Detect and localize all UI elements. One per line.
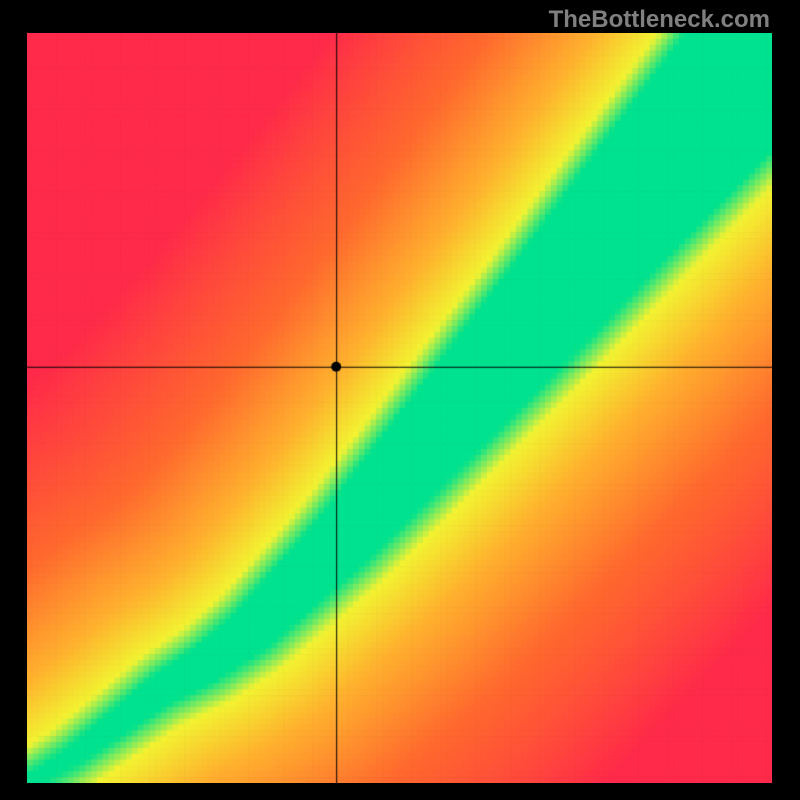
watermark-text: TheBottleneck.com (549, 6, 770, 34)
chart-container: TheBottleneck.com (0, 0, 800, 800)
bottleneck-heatmap (27, 33, 772, 783)
